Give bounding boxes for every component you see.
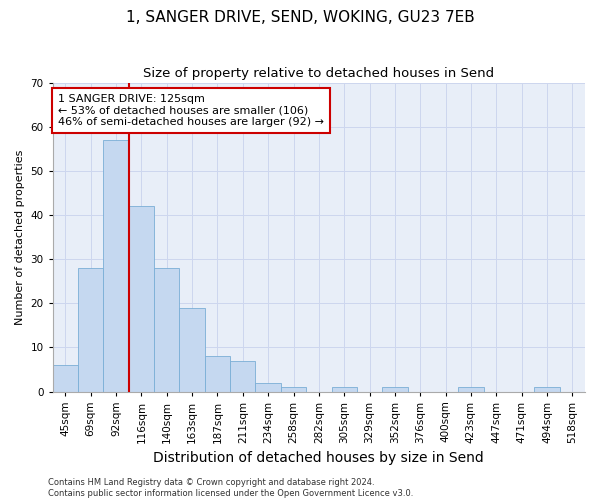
Bar [53, 365, 78, 392]
Text: 1 SANGER DRIVE: 125sqm
← 53% of detached houses are smaller (106)
46% of semi-de: 1 SANGER DRIVE: 125sqm ← 53% of detached… [58, 94, 324, 127]
Bar [535, 387, 560, 392]
Bar [78, 268, 103, 392]
X-axis label: Distribution of detached houses by size in Send: Distribution of detached houses by size … [154, 451, 484, 465]
Text: Contains HM Land Registry data © Crown copyright and database right 2024.
Contai: Contains HM Land Registry data © Crown c… [48, 478, 413, 498]
Bar [103, 140, 129, 392]
Bar [382, 387, 407, 392]
Bar [332, 387, 357, 392]
Bar [205, 356, 230, 392]
Bar [256, 382, 281, 392]
Text: 1, SANGER DRIVE, SEND, WOKING, GU23 7EB: 1, SANGER DRIVE, SEND, WOKING, GU23 7EB [125, 10, 475, 25]
Bar [129, 206, 154, 392]
Bar [230, 360, 256, 392]
Y-axis label: Number of detached properties: Number of detached properties [15, 150, 25, 325]
Bar [179, 308, 205, 392]
Title: Size of property relative to detached houses in Send: Size of property relative to detached ho… [143, 68, 494, 80]
Bar [154, 268, 179, 392]
Bar [458, 387, 484, 392]
Bar [281, 387, 306, 392]
